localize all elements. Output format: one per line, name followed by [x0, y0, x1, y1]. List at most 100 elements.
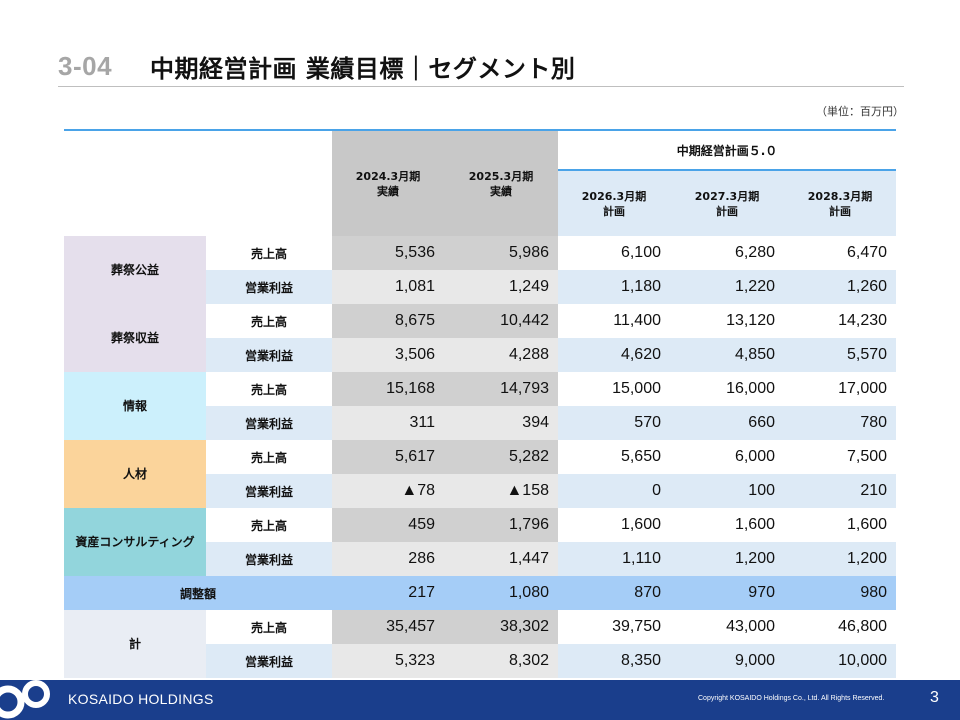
- value-cell: 4,288: [444, 338, 558, 372]
- value-cell: 1,600: [670, 508, 784, 542]
- page-title: 3-04 中期経営計画 業績目標｜セグメント別: [58, 46, 575, 86]
- row-item-label: 営業利益: [206, 270, 332, 304]
- adjustment-row: 調整額 217 1,080 870 970 980: [64, 576, 897, 610]
- value-cell: 16,000: [670, 372, 784, 406]
- value-cell: 1,600: [558, 508, 670, 542]
- value-cell: 13,120: [670, 304, 784, 338]
- value-cell: 970: [670, 576, 784, 610]
- value-cell: 1,080: [444, 576, 558, 610]
- value-cell: ▲78: [332, 474, 444, 508]
- value-cell: 46,800: [784, 610, 897, 644]
- segment-name: 情報: [64, 372, 206, 440]
- value-cell: 1,220: [670, 270, 784, 304]
- value-cell: 14,793: [444, 372, 558, 406]
- value-cell: 10,442: [444, 304, 558, 338]
- value-cell: 38,302: [444, 610, 558, 644]
- copyright-text: Copyright KOSAIDO Holdings Co., Ltd. All…: [698, 695, 885, 702]
- col-header-2024: 2024.3月期 実績: [332, 129, 444, 236]
- col-header-2025: 2025.3月期 実績: [444, 129, 558, 236]
- value-cell: 11,400: [558, 304, 670, 338]
- kosaido-logo-icon: [0, 680, 52, 720]
- value-cell: 5,323: [332, 644, 444, 678]
- header-row-2: 2026.3月期 計画 2027.3月期 計画 2028.3月期 計画: [64, 170, 897, 236]
- title-divider: [58, 86, 904, 87]
- value-cell: 6,470: [784, 236, 897, 270]
- row-item-label: 売上高: [206, 304, 332, 338]
- section-number: 3-04: [58, 50, 113, 81]
- segment-name: 資産コンサルティング: [64, 508, 206, 576]
- col-header-2026: 2026.3月期 計画: [558, 170, 670, 236]
- row-item-label: 営業利益: [206, 474, 332, 508]
- value-cell: 1,260: [784, 270, 897, 304]
- value-cell: 210: [784, 474, 897, 508]
- unit-note: （単位：百万円）: [816, 105, 904, 118]
- col-header-2027: 2027.3月期 計画: [670, 170, 784, 236]
- total-label: 計: [64, 610, 206, 678]
- value-cell: 10,000: [784, 644, 897, 678]
- value-cell: 570: [558, 406, 670, 440]
- value-cell: 4,850: [670, 338, 784, 372]
- segment-targets-table: 2024.3月期 実績 2025.3月期 実績 中期経営計画５.０ 2026.3…: [64, 129, 897, 678]
- table-row: 営業利益 286 1,447 1,110 1,200 1,200: [64, 542, 897, 576]
- row-item-label: 売上高: [206, 610, 332, 644]
- footer-bar: KOSAIDO HOLDINGS Copyright KOSAIDO Holdi…: [0, 680, 960, 720]
- col-header-2028: 2028.3月期 計画: [784, 170, 897, 236]
- value-cell: 6,100: [558, 236, 670, 270]
- value-cell: 4,620: [558, 338, 670, 372]
- value-cell: 6,280: [670, 236, 784, 270]
- value-cell: 5,536: [332, 236, 444, 270]
- value-cell: 1,081: [332, 270, 444, 304]
- total-row: 計 売上高 35,457 38,302 39,750 43,000 46,800: [64, 610, 897, 678]
- value-cell: 5,282: [444, 440, 558, 474]
- plan-group-header: 中期経営計画５.０: [558, 129, 897, 171]
- value-cell: 459: [332, 508, 444, 542]
- value-cell: 870: [558, 576, 670, 610]
- table-row: 営業利益 3,506 4,288 4,620 4,850 5,570: [64, 338, 897, 372]
- row-item-label: 営業利益: [206, 406, 332, 440]
- value-cell: 1,200: [670, 542, 784, 576]
- value-cell: 1,180: [558, 270, 670, 304]
- value-cell: 39,750: [558, 610, 670, 644]
- value-cell: 3,506: [332, 338, 444, 372]
- table-row: 営業利益 311 394 570 660 780: [64, 406, 897, 440]
- table-row: 情報 売上高 15,168 14,793 15,000 16,000 17,00…: [64, 372, 897, 440]
- row-item-label: 売上高: [206, 236, 332, 270]
- value-cell: 1,796: [444, 508, 558, 542]
- segment-name: 葬祭収益: [64, 304, 206, 372]
- value-cell: 1,447: [444, 542, 558, 576]
- value-cell: 0: [558, 474, 670, 508]
- brand-name: KOSAIDO HOLDINGS: [68, 691, 214, 707]
- value-cell: 1,249: [444, 270, 558, 304]
- total-row: 営業利益 5,323 8,302 8,350 9,000 10,000: [64, 644, 897, 678]
- value-cell: 6,000: [670, 440, 784, 474]
- table-row: 営業利益 ▲78 ▲158 0 100 210: [64, 474, 897, 508]
- value-cell: ▲158: [444, 474, 558, 508]
- value-cell: 1,600: [784, 508, 897, 542]
- value-cell: 15,000: [558, 372, 670, 406]
- row-item-label: 売上高: [206, 440, 332, 474]
- page-number: 3: [930, 689, 939, 706]
- table-row: 資産コンサルティング 売上高 459 1,796 1,600 1,600 1,6…: [64, 508, 897, 576]
- value-cell: 9,000: [670, 644, 784, 678]
- value-cell: 17,000: [784, 372, 897, 406]
- value-cell: 5,650: [558, 440, 670, 474]
- row-item-label: 売上高: [206, 508, 332, 542]
- value-cell: 217: [332, 576, 444, 610]
- segment-name: 人材: [64, 440, 206, 508]
- value-cell: 311: [332, 406, 444, 440]
- table-row: 営業利益 1,081 1,249 1,180 1,220 1,260: [64, 270, 897, 304]
- header-corner: [64, 129, 332, 236]
- value-cell: 5,617: [332, 440, 444, 474]
- value-cell: 8,350: [558, 644, 670, 678]
- table-row: 人材 売上高 5,617 5,282 5,650 6,000 7,500: [64, 440, 897, 508]
- row-item-label: 営業利益: [206, 644, 332, 678]
- value-cell: 8,302: [444, 644, 558, 678]
- adjustment-label: 調整額: [64, 576, 332, 610]
- value-cell: 1,110: [558, 542, 670, 576]
- value-cell: 43,000: [670, 610, 784, 644]
- header-row-1: 2024.3月期 実績 2025.3月期 実績 中期経営計画５.０: [64, 129, 897, 236]
- value-cell: 8,675: [332, 304, 444, 338]
- value-cell: 7,500: [784, 440, 897, 474]
- table-row: 葬祭収益 売上高 8,675 10,442 11,400 13,120 14,2…: [64, 304, 897, 372]
- title-text: 中期経営計画 業績目標｜セグメント別: [150, 54, 576, 83]
